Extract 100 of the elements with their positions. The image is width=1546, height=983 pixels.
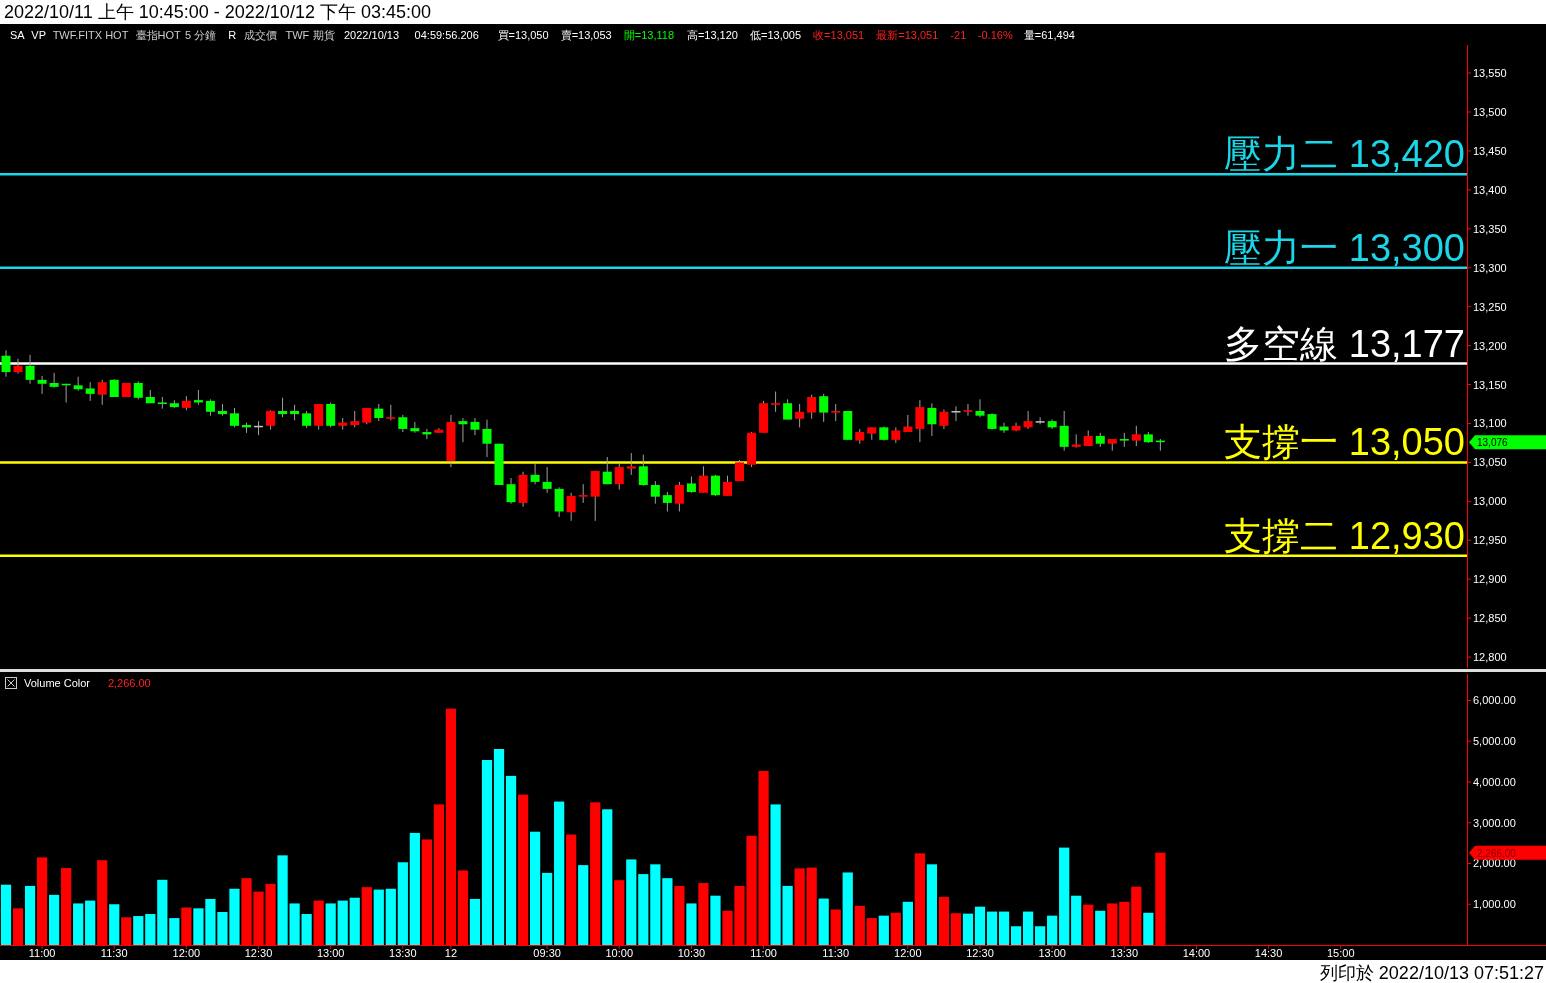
bar — [554, 801, 565, 945]
x-tick-label: 12:30 — [244, 947, 273, 959]
text: 13,076 — [1477, 437, 1509, 449]
y-tick-label: 13,500 — [1473, 105, 1507, 118]
candlestick — [975, 398, 985, 418]
bar — [974, 906, 986, 945]
candlestick — [650, 480, 660, 505]
bar — [902, 901, 913, 945]
x-tick-label: 09:30 — [533, 947, 561, 959]
text: 成交價 — [243, 29, 277, 41]
bar — [710, 895, 721, 945]
y-tick-label: 13,150 — [1473, 378, 1507, 391]
candlestick — [710, 474, 720, 497]
y-tick-label: 4,000.00 — [1473, 775, 1516, 788]
bar — [1071, 895, 1082, 945]
candlestick — [554, 486, 564, 518]
x-tick-label: 12:00 — [894, 947, 922, 959]
y-tick-label: 13,200 — [1473, 339, 1507, 352]
candlestick — [314, 403, 324, 431]
bar — [578, 865, 589, 945]
bar — [602, 809, 613, 945]
ref-line-label: 支撐一 13,050 — [1224, 421, 1465, 464]
candlestick — [13, 358, 23, 375]
candlestick — [578, 483, 588, 504]
bar — [626, 859, 637, 945]
candlestick — [1131, 425, 1141, 447]
bar — [133, 916, 144, 945]
bar — [1143, 912, 1154, 945]
text: R — [228, 29, 237, 41]
x-tick-label: 11:30 — [822, 947, 850, 959]
candlestick — [626, 452, 636, 476]
bar — [1059, 847, 1070, 945]
x-tick-label: 10:30 — [677, 947, 706, 959]
y-tick-label: 12,800 — [1473, 651, 1507, 664]
candlestick — [951, 405, 961, 422]
bar — [0, 884, 12, 945]
y-tick-label: 5,000.00 — [1473, 735, 1516, 748]
y-tick-label: 13,400 — [1473, 183, 1507, 196]
text: 買=13,050 — [497, 29, 549, 41]
candlestick — [722, 475, 732, 497]
candlestick — [530, 463, 540, 485]
candlestick — [674, 481, 684, 512]
candlestick — [795, 403, 805, 428]
text: 收=13,051 — [813, 29, 865, 41]
y-tick-label: 13,100 — [1473, 417, 1507, 430]
bar — [145, 914, 156, 945]
bar — [638, 874, 649, 945]
text: -21 — [950, 29, 967, 41]
bar — [325, 903, 336, 945]
candlestick — [326, 401, 336, 428]
candlestick — [939, 408, 949, 430]
x-tick-label: 13:30 — [389, 947, 417, 959]
bar — [998, 911, 1010, 945]
bar — [770, 804, 781, 945]
text: 期貨 — [313, 29, 335, 41]
candlestick — [1059, 410, 1069, 452]
annotation: 2,266.00 — [107, 677, 151, 689]
bar — [481, 759, 493, 945]
bar — [49, 894, 60, 945]
text: 5 分鐘 — [185, 29, 217, 41]
y-tick-label: 13,300 — [1473, 261, 1507, 274]
y-tick-label: 1,000.00 — [1473, 898, 1516, 911]
bar — [686, 903, 697, 945]
bar — [349, 897, 360, 945]
y-tick-label: 13,250 — [1473, 300, 1507, 313]
x-tick-label: 10:00 — [605, 947, 634, 959]
bar — [373, 889, 384, 945]
candlestick — [97, 379, 107, 406]
bar — [109, 904, 120, 945]
candlestick — [698, 465, 708, 494]
text: 開=13,118 — [623, 29, 675, 41]
bar — [24, 885, 36, 945]
bar — [986, 911, 998, 945]
candlestick — [662, 491, 672, 512]
ref-line-label: 壓力二 13,420 — [1224, 133, 1465, 176]
x-tick-label: 14:30 — [1254, 947, 1283, 959]
candlestick — [915, 399, 925, 443]
text: TWF — [285, 29, 310, 41]
text: 列印於 2022/10/13 07:51:27 — [1319, 963, 1544, 983]
bar — [505, 775, 517, 945]
annotation: Volume Color — [24, 677, 91, 689]
candlestick — [807, 394, 817, 420]
y-tick-label: 13,550 — [1473, 67, 1507, 80]
y-tick-label: 13,050 — [1473, 456, 1507, 469]
candlestick — [566, 492, 576, 522]
candlestick — [542, 466, 552, 494]
candlestick — [266, 409, 276, 431]
candlestick — [1, 349, 11, 378]
bar — [301, 914, 312, 945]
text: 臺指HOT — [135, 29, 182, 41]
text: TWF.FITX HOT — [52, 29, 129, 41]
bar — [337, 900, 348, 945]
y-tick-label: 6,000.00 — [1473, 694, 1516, 707]
candlestick — [458, 417, 468, 443]
bar — [1035, 926, 1046, 945]
bar — [542, 872, 553, 945]
candlestick — [25, 354, 35, 385]
bar — [385, 888, 396, 945]
bar — [926, 864, 938, 945]
bar — [169, 918, 180, 945]
